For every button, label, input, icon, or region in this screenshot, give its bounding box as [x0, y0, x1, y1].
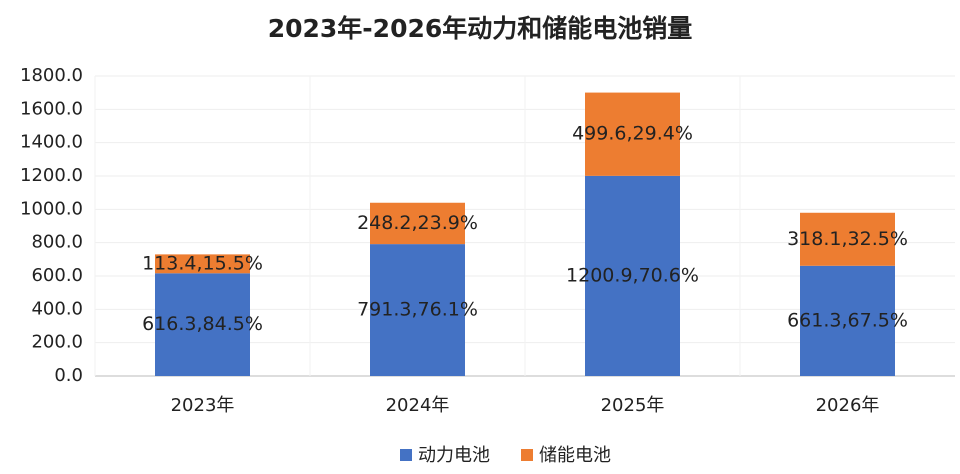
y-tick-label: 1000.0 [20, 198, 83, 219]
y-tick-label: 400.0 [31, 298, 83, 319]
y-tick-label: 200.0 [31, 332, 83, 353]
legend-label: 动力电池 [418, 445, 490, 466]
data-label: 499.6,29.4% [572, 123, 693, 145]
bar-segment [585, 175, 680, 376]
x-tick-label: 2023年 [171, 395, 235, 416]
y-tick-label: 1400.0 [20, 132, 83, 153]
bar-segment [800, 212, 895, 266]
x-tick-label: 2025年 [601, 395, 665, 416]
data-label: 318.1,32.5% [787, 228, 908, 250]
legend-label: 储能电池 [539, 445, 611, 466]
bar-segment [155, 254, 250, 274]
y-tick-label: 0.0 [54, 365, 83, 386]
data-label: 661.3,67.5% [787, 309, 908, 331]
bar-segment [585, 92, 680, 176]
bar-segment [155, 273, 250, 376]
data-label: 113.4,15.5% [142, 252, 263, 274]
y-tick-label: 1200.0 [20, 165, 83, 186]
data-label: 791.3,76.1% [357, 299, 478, 321]
bar-segment [800, 265, 895, 376]
x-tick-label: 2026年 [816, 395, 880, 416]
x-tick-label: 2024年 [386, 395, 450, 416]
y-tick-label: 800.0 [31, 232, 83, 253]
legend-swatch [521, 449, 533, 461]
legend-swatch [400, 449, 412, 461]
bar-segment [370, 202, 465, 245]
y-tick-label: 1600.0 [20, 98, 83, 119]
data-label: 1200.9,70.6% [566, 264, 699, 286]
data-label: 616.3,84.5% [142, 313, 263, 335]
chart-title: 2023年-2026年动力和储能电池销量 [268, 14, 693, 43]
y-tick-label: 1800.0 [20, 65, 83, 86]
y-tick-label: 600.0 [31, 265, 83, 286]
bar-segment [370, 244, 465, 376]
data-label: 248.2,23.9% [357, 212, 478, 234]
